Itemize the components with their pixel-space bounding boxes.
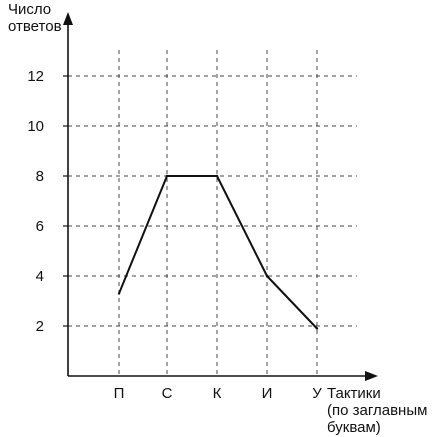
y-tick-label: 2 xyxy=(36,318,44,335)
x-tick-label: И xyxy=(262,385,273,402)
y-tick-label: 4 xyxy=(36,268,44,285)
x-tick-label: С xyxy=(162,385,173,402)
y-axis-title-line: Число xyxy=(8,1,51,18)
x-axis-title-line: (по заглавным xyxy=(327,402,427,419)
y-axis-title-line: ответов xyxy=(8,18,62,35)
x-tick-label: К xyxy=(213,385,222,402)
y-tick-label: 6 xyxy=(36,218,44,235)
data-point-С xyxy=(165,174,169,178)
x-axis-title-line: Тактики xyxy=(327,385,381,402)
x-axis-arrow xyxy=(365,371,378,381)
x-tick-label: П xyxy=(114,385,125,402)
grid-layer xyxy=(68,50,357,376)
data-point-У xyxy=(315,327,319,330)
y-tick-label: 12 xyxy=(27,68,44,85)
x-tick-label: У xyxy=(312,385,322,402)
data-point-И xyxy=(265,274,269,278)
series-layer xyxy=(117,174,319,330)
y-tick-label: 8 xyxy=(36,168,44,185)
data-point-К xyxy=(215,174,219,178)
y-axis-arrow xyxy=(63,12,73,25)
x-axis-title-line: буквам) xyxy=(327,419,381,436)
y-tick-label: 10 xyxy=(27,118,44,135)
data-point-П xyxy=(117,292,121,295)
series-line xyxy=(118,175,318,330)
axes-layer xyxy=(63,12,378,381)
